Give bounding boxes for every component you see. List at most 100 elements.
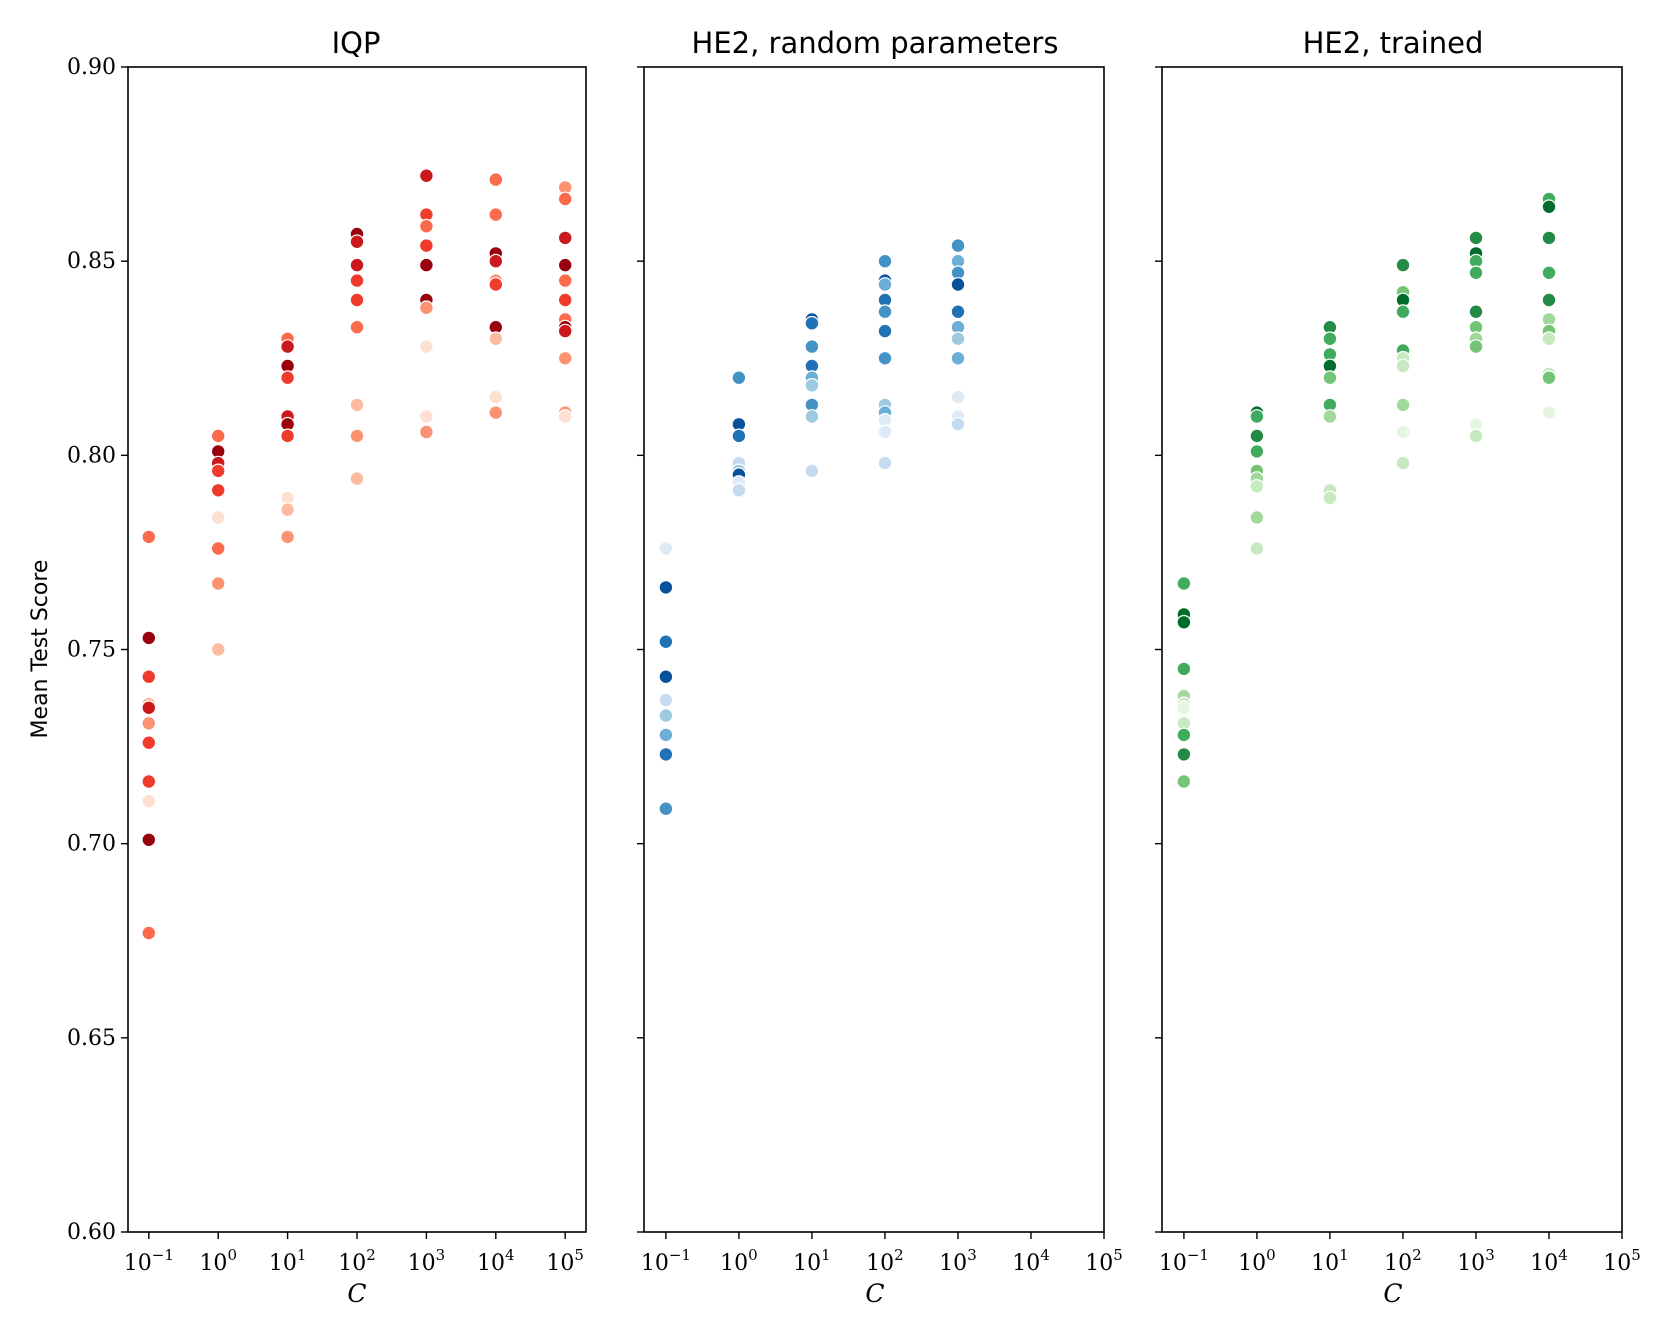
x-tick-label: 103 (939, 1246, 977, 1276)
data-point (280, 339, 296, 355)
data-point (1541, 199, 1557, 215)
data-point (1176, 614, 1192, 630)
data-point (1468, 304, 1484, 320)
data-point (280, 502, 296, 518)
data-point (557, 409, 573, 424)
y-axis: 0.60 0.65 0.70 0.75 0.80 0.85 0.90 (67, 55, 128, 1245)
data-point (1541, 292, 1557, 308)
data-point (141, 925, 157, 941)
data-point (349, 234, 365, 250)
data-point (877, 304, 893, 320)
data-point (1541, 265, 1557, 281)
data-point (280, 529, 296, 545)
data-point (210, 482, 226, 498)
y-tick-label: 0.70 (67, 832, 116, 857)
panel-title: HE2, random parameters (692, 26, 1059, 60)
data-point (210, 642, 226, 657)
data-point (349, 257, 365, 273)
data-point (419, 168, 434, 184)
data-point (1176, 747, 1192, 762)
data-points (1176, 191, 1557, 789)
data-point (419, 339, 434, 355)
data-point (141, 669, 157, 685)
panel-he2-trained: HE2, trained 10−1 100 101 102 103 104 105 C (1155, 26, 1641, 1308)
data-point (1322, 409, 1338, 424)
x-tick-label: 10−1 (1159, 1246, 1209, 1276)
data-point (804, 409, 820, 424)
data-point (557, 292, 573, 308)
data-point (210, 428, 226, 444)
x-axis-label: C (347, 1279, 366, 1308)
data-point (280, 428, 296, 444)
data-point (141, 529, 157, 545)
x-tick-label: 102 (338, 1246, 376, 1276)
data-point (804, 315, 820, 331)
x-tick-label: 101 (269, 1246, 307, 1276)
data-point (1249, 479, 1265, 494)
x-tick-label: 100 (720, 1246, 758, 1276)
data-point (731, 482, 747, 498)
panel-he2-random: HE2, random parameters 10−1 100 101 102 103 1… (637, 26, 1123, 1308)
data-point (557, 230, 573, 246)
data-point (1468, 265, 1484, 281)
y-tick-label: 0.60 (67, 1220, 116, 1245)
data-point (349, 292, 365, 308)
data-point (658, 692, 674, 708)
data-point (877, 455, 893, 471)
data-point (141, 832, 157, 848)
data-point (1176, 727, 1192, 743)
x-axis-label: C (865, 1279, 884, 1308)
y-tick-label: 0.85 (67, 249, 116, 274)
data-point (950, 389, 966, 405)
data-point (1249, 541, 1265, 556)
data-point (658, 634, 674, 650)
data-point (141, 793, 157, 809)
data-point (1395, 397, 1411, 413)
data-point (1541, 230, 1557, 246)
x-tick-label: 10−1 (641, 1246, 691, 1276)
data-point (488, 331, 504, 347)
data-point (488, 253, 504, 269)
data-point (950, 238, 966, 254)
data-point (658, 747, 674, 762)
data-point (141, 735, 157, 751)
data-point (557, 257, 573, 273)
data-point (141, 715, 157, 731)
x-tick-label: 103 (1457, 1246, 1495, 1276)
data-point (658, 669, 674, 685)
data-point (1322, 370, 1338, 386)
data-point (557, 273, 573, 289)
data-point (349, 428, 365, 444)
data-point (950, 416, 966, 432)
data-point (658, 801, 674, 817)
data-point (557, 191, 573, 207)
y-tick-label: 0.80 (67, 443, 116, 468)
data-point (488, 277, 504, 292)
data-point (419, 257, 434, 273)
x-tick-label: 100 (199, 1246, 237, 1276)
data-point (877, 253, 893, 269)
data-point (419, 424, 434, 440)
y-axis (1155, 66, 1162, 1233)
x-tick-label: 10−1 (124, 1246, 174, 1276)
x-tick-label: 102 (866, 1246, 904, 1276)
x-tick-label: 102 (1384, 1246, 1422, 1276)
data-point (1176, 576, 1192, 591)
data-point (950, 304, 966, 320)
data-point (1541, 370, 1557, 386)
data-points (658, 238, 966, 817)
data-point (1395, 304, 1411, 320)
data-point (1468, 428, 1484, 444)
x-tick-label: 105 (546, 1246, 584, 1276)
data-point (419, 409, 434, 424)
x-tick-label: 103 (408, 1246, 446, 1276)
data-point (950, 331, 966, 347)
data-point (419, 238, 434, 254)
data-point (280, 370, 296, 386)
y-tick-label: 0.65 (67, 1026, 116, 1051)
panel-title: IQP (332, 26, 381, 60)
data-point (488, 389, 504, 405)
data-point (1468, 230, 1484, 246)
data-point (349, 471, 365, 487)
